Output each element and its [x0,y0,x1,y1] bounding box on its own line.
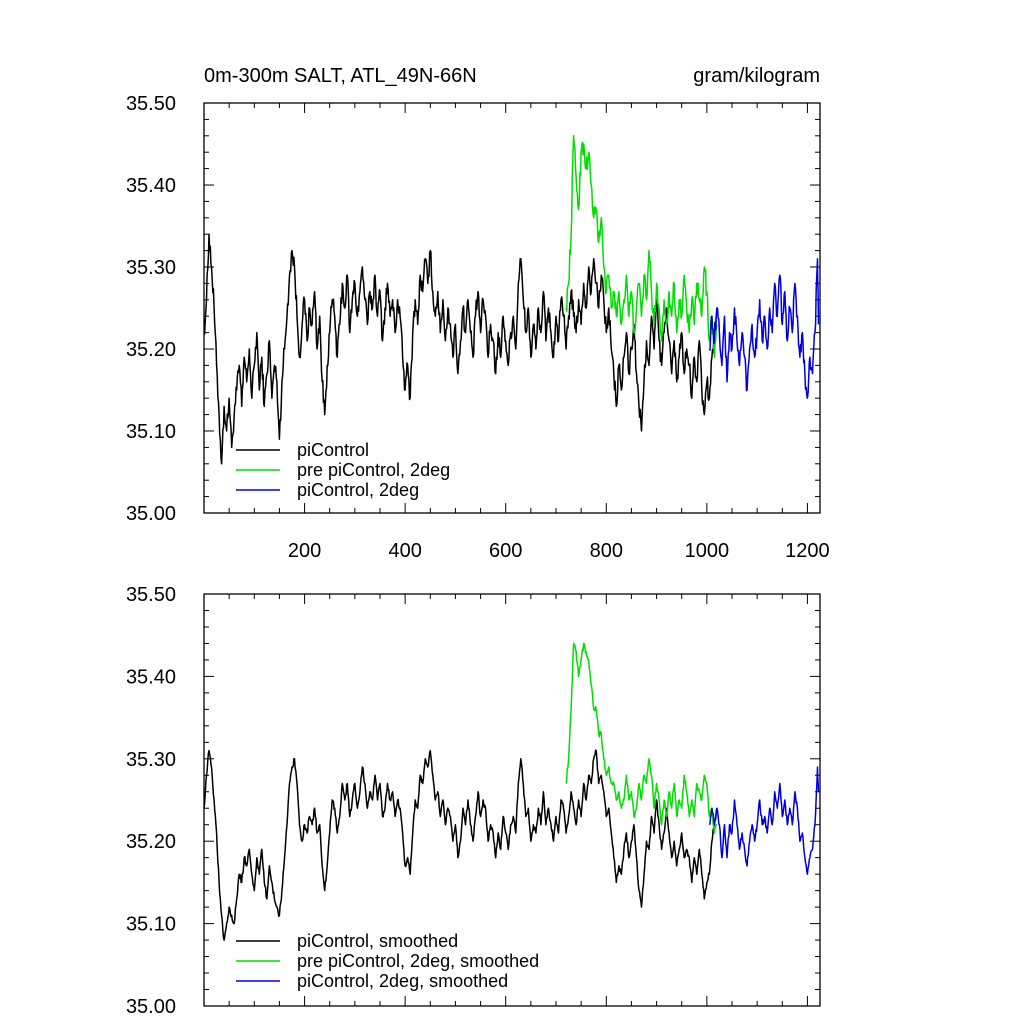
legend-label-3: piControl, 2deg [297,480,419,500]
x-axis-tick-labels: 200 400 600 800 1000 1200 [288,540,830,562]
x-tick-label: 1200 [785,540,830,562]
y-tick-label: 35.10 [126,421,176,443]
y-tick-label: 35.50 [126,93,176,115]
y-tick-label: 35.30 [126,749,176,771]
y-tick-label: 35.40 [126,175,176,197]
data-series [203,135,820,465]
chart-panel-bottom: 35.00 35.10 35.20 35.30 35.40 35.50 piControl… [126,584,821,1018]
y-tick-label: 35.20 [126,831,176,853]
series-line-1 [203,233,718,465]
plot-frame [203,593,821,1007]
chart-panel-top: 0m-300m SALT, ATL_49N-66N gram/kilogram … [126,65,830,562]
x-tick-label: 200 [288,540,321,562]
y-tick-label: 35.10 [126,914,176,936]
axis-ticks [204,593,820,1007]
legend-label-2: pre piControl, 2deg [297,460,450,480]
x-tick-label: 600 [489,540,522,562]
y-axis-tick-labels: 35.00 35.10 35.20 35.30 35.40 35.50 [126,584,176,1018]
legend-label-3: piControl, 2deg, smoothed [297,971,508,991]
y-tick-label: 35.00 [126,503,176,525]
series-line-2 [565,642,718,834]
x-tick-label: 1000 [685,540,730,562]
x-tick-label: 400 [388,540,421,562]
plot-frame [203,102,821,514]
y-tick-label: 35.50 [126,584,176,606]
chart-title: 0m-300m SALT, ATL_49N-66N [204,65,477,87]
y-tick-label: 35.30 [126,257,176,279]
legend-label-2: pre piControl, 2deg, smoothed [297,951,539,971]
axis-ticks [204,102,820,514]
y-tick-label: 35.20 [126,339,176,361]
y-tick-label: 35.40 [126,666,176,688]
x-tick-label: 800 [590,540,623,562]
data-series [203,642,820,941]
chart-units: gram/kilogram [693,65,820,87]
series-line-3 [708,766,820,875]
legend-label-1: piControl [297,440,369,460]
y-axis-tick-labels: 35.00 35.10 35.20 35.30 35.40 35.50 [126,93,176,525]
legend-label-1: piControl, smoothed [297,931,458,951]
series-line-3 [708,258,820,399]
series-line-2 [565,135,718,358]
series-line-1 [203,749,718,941]
y-tick-label: 35.00 [126,996,176,1018]
